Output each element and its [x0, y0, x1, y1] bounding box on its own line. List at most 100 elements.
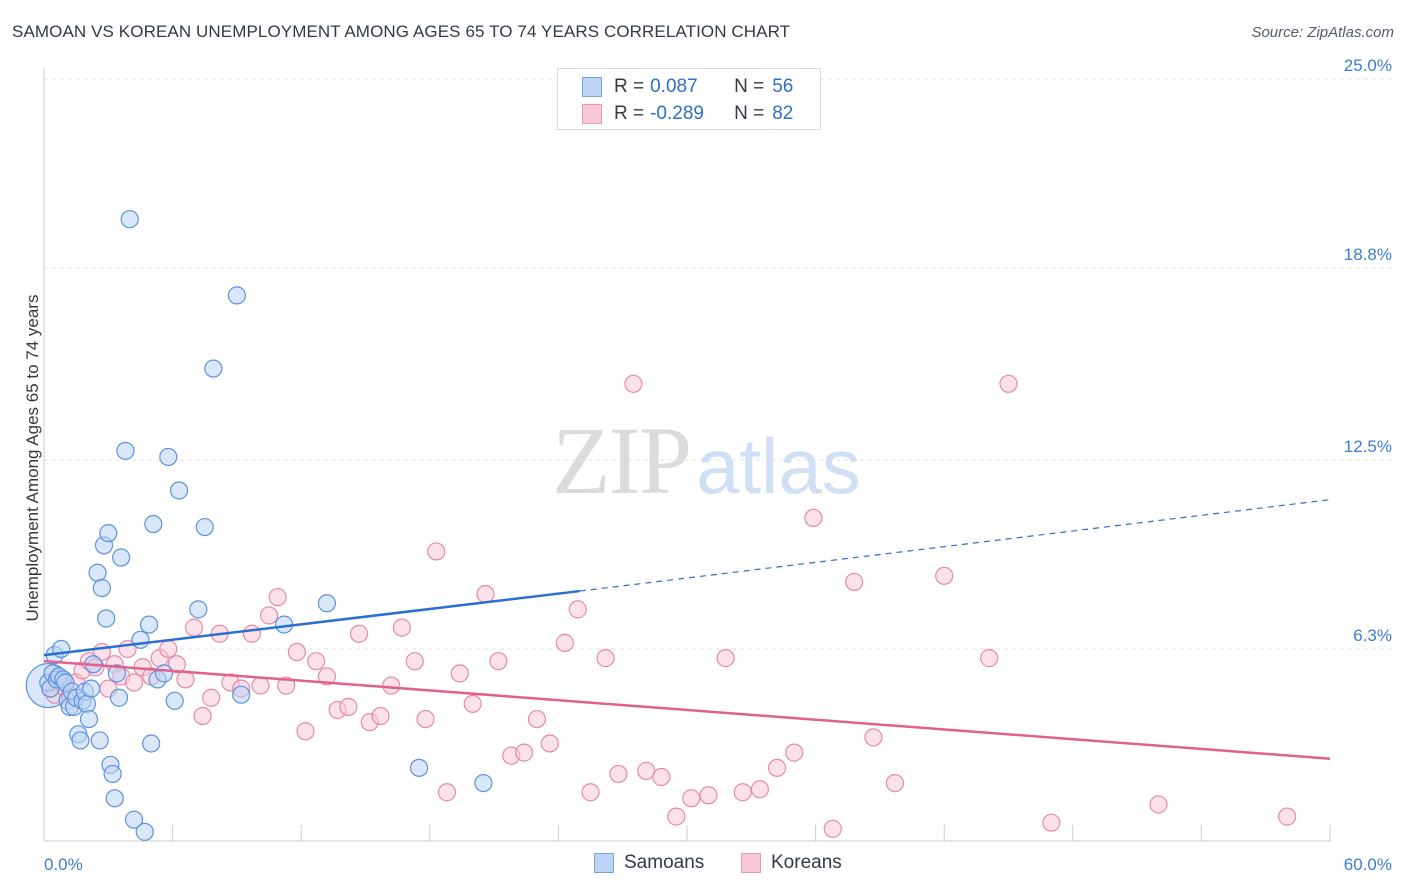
legend-label-koreans: Koreans: [771, 852, 842, 873]
legend-row-koreans: R = -0.289 N = 82: [582, 102, 793, 126]
koreans-point: [339, 697, 358, 716]
legend-n-value-koreans: 82: [772, 103, 794, 124]
koreans-point: [864, 728, 883, 747]
koreans-point: [1149, 795, 1168, 814]
legend-n-value-samoans: 56: [772, 76, 794, 97]
koreans-point: [349, 624, 369, 643]
y-tick-label: 6.3%: [1353, 626, 1392, 645]
y-axis-title: Unemployment Among Ages 65 to 74 years: [23, 295, 42, 622]
tick-labels: 6.3% 12.5% 18.8% 25.0% 0.0% 60.0% Unemployment…: [23, 56, 1392, 874]
legend-item-koreans[interactable]: Koreans: [741, 852, 842, 874]
samoans-point: [159, 447, 178, 467]
koreans-point: [682, 789, 701, 808]
legend-swatch-samoans: [582, 77, 602, 97]
legend-r-label: R =: [614, 103, 645, 124]
y-tick-label: 18.8%: [1344, 245, 1392, 264]
trend-lines: [43, 499, 1331, 760]
samoans-point: [232, 685, 251, 704]
koreans-point: [1278, 807, 1297, 826]
samoans-point: [97, 609, 116, 628]
koreans-point: [307, 652, 326, 671]
koreans-point: [716, 649, 735, 668]
koreans-point: [581, 783, 600, 802]
koreans-point: [652, 767, 671, 787]
samoans-point: [120, 210, 139, 229]
samoans-point: [189, 600, 208, 619]
x-tick-label-max: 60.0%: [1344, 855, 1392, 874]
koreans-point: [184, 618, 204, 637]
koreans-point: [202, 688, 221, 707]
legend-swatch-koreans: [582, 104, 602, 124]
samoans-point: [103, 764, 122, 784]
koreans-point: [268, 588, 287, 607]
koreans-point: [935, 566, 954, 585]
koreans-point: [437, 783, 457, 802]
samoans-point: [82, 679, 101, 698]
koreans-point: [596, 649, 615, 668]
koreans-point: [382, 676, 401, 695]
samoans-point: [88, 563, 107, 582]
koreans-point: [317, 667, 337, 686]
samoans-point: [124, 810, 144, 829]
legend-r-label: R =: [614, 76, 645, 97]
koreans-point: [767, 758, 787, 777]
samoans-point: [131, 630, 150, 649]
koreans-point: [1042, 813, 1061, 832]
samoans-point: [109, 688, 129, 707]
legend-row-samoans: R = 0.087 N = 56: [582, 75, 793, 99]
koreans-point: [785, 743, 804, 762]
koreans-point: [159, 639, 178, 659]
samoans-point: [139, 615, 159, 634]
samoans-point: [107, 664, 126, 683]
samoans-point: [135, 822, 154, 841]
legend-swatch-koreans: [741, 853, 761, 873]
y-tick-label: 12.5%: [1344, 437, 1392, 456]
samoans-point: [169, 481, 189, 500]
chart-source: Source: ZipAtlas.com: [1251, 24, 1394, 41]
samoans-point: [105, 789, 124, 808]
legend-r-value-samoans: 0.087: [650, 76, 698, 97]
samoans-trend-line: [43, 589, 580, 657]
koreans-point: [277, 676, 296, 695]
legend-item-samoans[interactable]: Samoans: [594, 852, 704, 874]
samoans-point: [165, 691, 184, 710]
koreans-point: [416, 709, 435, 729]
samoans-point: [474, 773, 493, 793]
koreans-point: [489, 652, 508, 671]
koreans-point: [609, 764, 628, 784]
x-tick-label-min: 0.0%: [44, 855, 83, 874]
koreans-trend-line: [43, 659, 1331, 760]
samoans-point: [154, 664, 174, 683]
koreans-point: [845, 572, 864, 592]
samoans-point: [77, 694, 96, 713]
series-legend: Samoans Koreans: [0, 850, 1406, 880]
koreans-point: [242, 624, 262, 643]
samoans-point: [144, 514, 163, 534]
legend-label-samoans: Samoans: [624, 852, 705, 873]
koreans-point: [405, 652, 424, 671]
koreans-point: [885, 773, 905, 793]
samoans-point: [99, 524, 118, 543]
koreans-point: [699, 786, 718, 805]
samoans-trend-extension: [579, 499, 1331, 592]
koreans-point: [733, 783, 752, 802]
y-tick-label: 25.0%: [1344, 56, 1392, 75]
koreans-point: [750, 780, 769, 799]
koreans-point: [667, 807, 686, 826]
koreans-point: [568, 600, 587, 619]
axes: [43, 68, 1331, 842]
grid-lines: [44, 78, 1392, 650]
koreans-point: [259, 606, 279, 625]
chart-title: SAMOAN VS KOREAN UNEMPLOYMENT AMONG AGES…: [12, 22, 791, 41]
koreans-point: [296, 722, 315, 741]
koreans-point: [823, 819, 842, 838]
legend-n-label: N =: [734, 76, 765, 97]
koreans-point: [450, 664, 469, 683]
koreans-point: [124, 673, 144, 692]
koreans-point: [804, 508, 823, 528]
samoans-point: [92, 578, 111, 598]
samoans-point: [142, 734, 161, 753]
samoans-point: [116, 441, 135, 460]
koreans-point: [193, 706, 212, 726]
